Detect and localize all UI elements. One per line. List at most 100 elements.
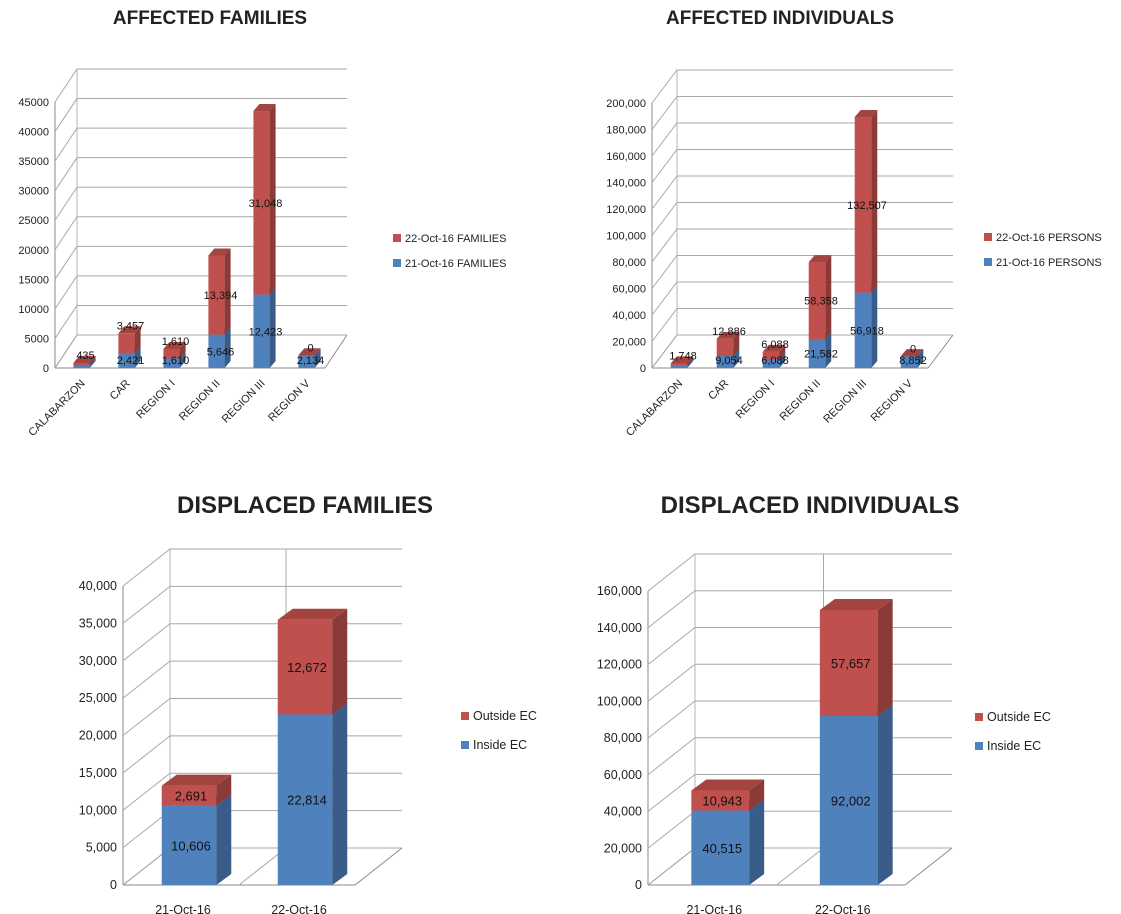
bar-side [749,799,765,885]
gridline [651,69,953,104]
bars [73,104,321,368]
gridline [651,281,953,316]
gridline [647,590,952,629]
data-label: 6,088 [761,355,789,367]
x-tick-labels: 21-Oct-16 22-Oct-16 [686,903,870,914]
bar-front [808,262,826,340]
y-tick-label: 35000 [18,156,49,168]
x-tick-label: REGION III [220,378,268,426]
chart-plot: 0 5,000 10,000 15,000 20,000 25,000 30,000 35,0… [79,548,537,914]
plot-frame [54,69,348,369]
gridline [122,548,402,587]
x-tick-label: REGION III [821,378,869,426]
bar-side [779,344,786,360]
gridline [122,660,402,699]
bar-side [687,356,694,366]
bar-side [332,608,348,715]
bar-front [298,355,315,368]
bar-side [687,358,694,368]
x-tick-label: REGION I [734,378,777,421]
data-label: 132,507 [847,200,887,212]
chart-title: DISPLACED FAMILIES [176,492,434,519]
y-tick-label: 40,000 [612,310,646,322]
legend-label: 22-Oct-16 FAMILIES [405,233,506,245]
bar-front [670,363,688,366]
chart-affected-individuals: AFFECTED INDIVIDUALS 0 20,000 40,000 60,000… [560,0,1121,450]
gridline [651,96,953,130]
bar-front [253,111,270,295]
bar-segment-lower [161,794,232,885]
legend-item: Inside EC [975,739,1041,753]
bar-side [871,110,878,293]
data-label: 1,610 [162,336,190,348]
chart-affected-families: AFFECTED FAMILIES 0 5000 10000 15000 20000 25… [0,0,560,450]
bar-segment-upper [208,248,231,335]
y-tick-label: 160,000 [597,584,642,598]
bar-front [118,353,135,368]
floor-right-edge [324,334,348,369]
data-label: 31,048 [249,198,283,210]
data-label: 10,606 [171,838,211,853]
x-tick-label: REGION I [134,378,177,421]
bar-front [277,619,333,715]
y-tick-label: 35,000 [79,616,117,630]
bar-top [118,326,141,334]
bar-front [208,255,225,335]
y-tick-label: 40,000 [604,805,642,819]
y-tick-label: 45000 [18,97,49,109]
bar-side [917,349,924,368]
bars [161,608,348,885]
floor-right-edge [354,847,403,886]
data-label: 40,515 [702,841,742,856]
y-tick-label: 0 [640,363,646,375]
legend-label: Inside EC [987,739,1041,753]
chart-title: DISPLACED INDIVIDUALS [660,492,960,519]
bar-segment-upper [118,326,141,354]
legend-item: 21-Oct-16 FAMILIES [393,258,506,270]
legend-swatch [393,259,401,267]
x-tick-label: CALABARZON [624,378,685,439]
bar-top [253,104,276,112]
chart-displaced-families: DISPLACED FAMILIES 0 5,000 10,000 15,000 20,… [0,450,560,914]
bar-side [314,348,321,368]
bar-side [179,341,186,359]
bar-side [825,255,832,340]
y-tick-label: 15000 [18,274,49,286]
legend: 22-Oct-16 FAMILIES 21-Oct-16 FAMILIES [393,233,506,270]
legend-item: Inside EC [461,738,527,752]
bar-front [819,610,878,716]
bar-segment-upper [298,348,321,356]
bar-side [179,351,186,368]
gridline [54,98,347,132]
bar-side [749,779,765,811]
bar-front [161,805,217,885]
gridline [651,175,953,210]
bar-top [277,608,348,620]
legend-swatch [461,712,469,720]
gridline [651,122,953,157]
x-tick-label: REGION II [777,378,823,424]
y-tick-labels: 0 20,000 40,000 60,000 80,000 100,000 120,000 1… [606,98,646,375]
bar-top [208,248,231,256]
bar-top [716,331,740,339]
bar-top [670,356,694,364]
y-tick-label: 160,000 [606,151,646,163]
y-tick-label: 10000 [18,304,49,316]
bar-segment-upper [163,341,186,359]
gridlines [54,68,347,369]
data-labels: 40,515 10,943 92,002 57,657 [702,656,870,856]
bar-side [733,349,740,368]
data-label: 2,691 [175,789,208,804]
gridline [647,663,952,702]
bar-front [163,358,180,368]
legend-swatch [393,234,401,242]
bar-segment-upper [819,599,893,716]
y-tick-label: 180,000 [606,125,646,137]
data-labels: 10,606 2,691 22,814 12,672 [171,660,327,853]
data-label: 92,002 [831,793,871,808]
x-tick-label: 21-Oct-16 [155,903,211,914]
bar-side [134,346,141,368]
bar-front [854,292,872,368]
bar-side [269,104,276,295]
bar-front [208,334,225,368]
